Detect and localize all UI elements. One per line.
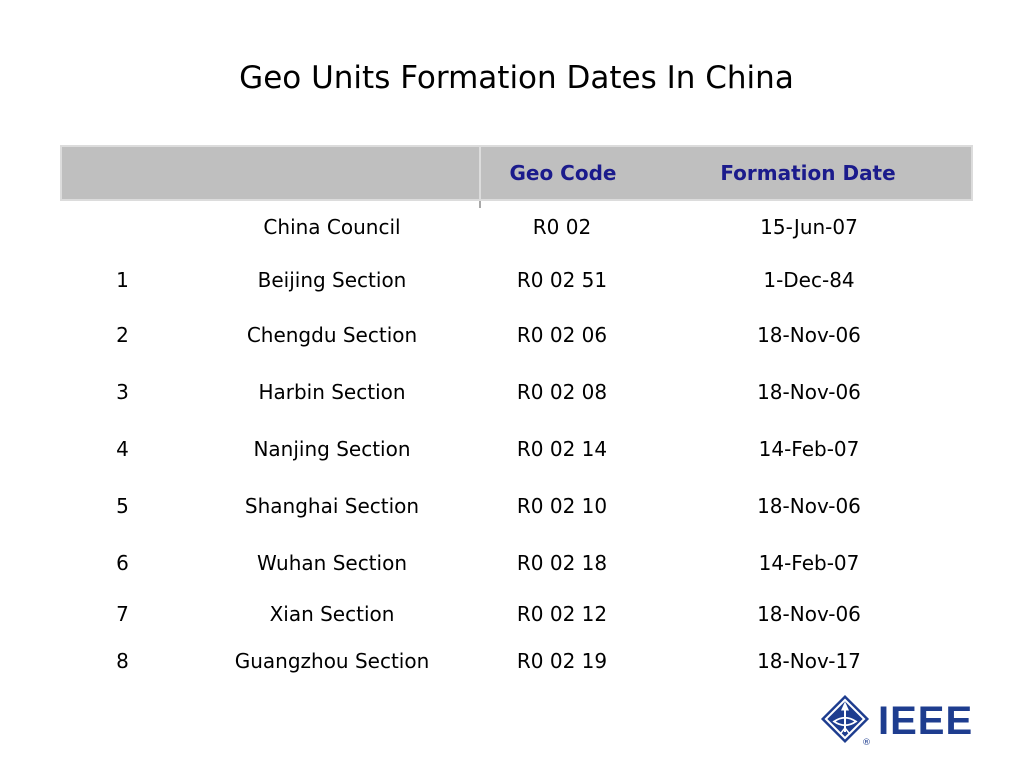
table-row: 1 Beijing Section R0 02 51 1-Dec-84 <box>60 253 973 306</box>
header-column-divider <box>479 201 481 208</box>
header-cell-number <box>62 147 185 199</box>
table-row: 6 Wuhan Section R0 02 18 14-Feb-07 <box>60 534 973 591</box>
formation-date-cell: 14-Feb-07 <box>758 436 860 461</box>
unit-name-cell: Chengdu Section <box>246 322 418 347</box>
header-cell-formation-date: Formation Date <box>720 161 896 185</box>
row-number-cell: 2 <box>116 322 129 347</box>
formation-date-cell: 18-Nov-17 <box>757 649 861 673</box>
unit-name-cell: Guangzhou Section <box>234 649 430 673</box>
geo-code-cell: R0 02 18 <box>516 550 608 575</box>
table-row: 3 Harbin Section R0 02 08 18-Nov-06 <box>60 363 973 420</box>
unit-name-cell: Shanghai Section <box>244 493 420 518</box>
unit-name-cell: Harbin Section <box>258 379 406 404</box>
registered-trademark: ® <box>862 738 871 748</box>
geo-code-cell: R0 02 51 <box>516 267 608 292</box>
geo-units-table: Geo Code Formation Date China Council R0 … <box>60 145 973 685</box>
formation-date-cell: 18-Nov-06 <box>757 379 861 404</box>
row-number-cell: 4 <box>116 436 129 461</box>
row-number-cell: 7 <box>116 602 129 626</box>
ieee-diamond-icon: ® <box>820 694 871 748</box>
formation-date-cell: 14-Feb-07 <box>758 550 860 575</box>
geo-code-cell: R0 02 12 <box>516 602 608 626</box>
unit-name-cell: Xian Section <box>269 602 395 626</box>
row-number-cell: 5 <box>116 493 129 518</box>
page-title: Geo Units Formation Dates In China <box>239 60 794 96</box>
header-cell-geo-code: Geo Code <box>479 147 645 199</box>
geo-code-cell: R0 02 10 <box>516 493 608 518</box>
row-number-cell: 3 <box>116 379 129 404</box>
table-row: 2 Chengdu Section R0 02 06 18-Nov-06 <box>60 306 973 363</box>
table-body: China Council R0 02 15-Jun-07 1 Beijing Sect… <box>60 201 973 685</box>
unit-name-cell: Wuhan Section <box>256 550 407 575</box>
formation-date-cell: 18-Nov-06 <box>757 322 861 347</box>
row-number-cell: 8 <box>116 649 129 673</box>
row-number-cell: 1 <box>116 267 129 292</box>
formation-date-cell: 18-Nov-06 <box>757 493 861 518</box>
header-cell-name <box>185 147 479 199</box>
unit-name-cell: Beijing Section <box>257 267 407 292</box>
geo-code-cell: R0 02 08 <box>516 379 608 404</box>
row-number-cell: 6 <box>116 550 129 575</box>
table-row: China Council R0 02 15-Jun-07 <box>60 201 973 253</box>
table-row: 4 Nanjing Section R0 02 14 14-Feb-07 <box>60 420 973 477</box>
formation-date-cell: 18-Nov-06 <box>757 602 861 626</box>
geo-code-cell: R0 02 <box>532 215 592 239</box>
unit-name-cell: China Council <box>263 215 401 239</box>
table-header-row: Geo Code Formation Date <box>60 145 973 201</box>
geo-code-cell: R0 02 19 <box>516 649 608 673</box>
formation-date-cell: 1-Dec-84 <box>763 267 855 292</box>
geo-code-cell: R0 02 14 <box>516 436 608 461</box>
ieee-logo: ® IEEE <box>820 692 973 750</box>
table-row: 5 Shanghai Section R0 02 10 18-Nov-06 <box>60 477 973 534</box>
unit-name-cell: Nanjing Section <box>253 436 411 461</box>
geo-code-cell: R0 02 06 <box>516 322 608 347</box>
row-number-cell <box>60 201 185 253</box>
ieee-wordmark: IEEE <box>878 699 974 743</box>
table-row: 8 Guangzhou Section R0 02 19 18-Nov-17 <box>60 637 973 685</box>
formation-date-cell: 15-Jun-07 <box>760 215 858 239</box>
table-row: 7 Xian Section R0 02 12 18-Nov-06 <box>60 591 973 637</box>
